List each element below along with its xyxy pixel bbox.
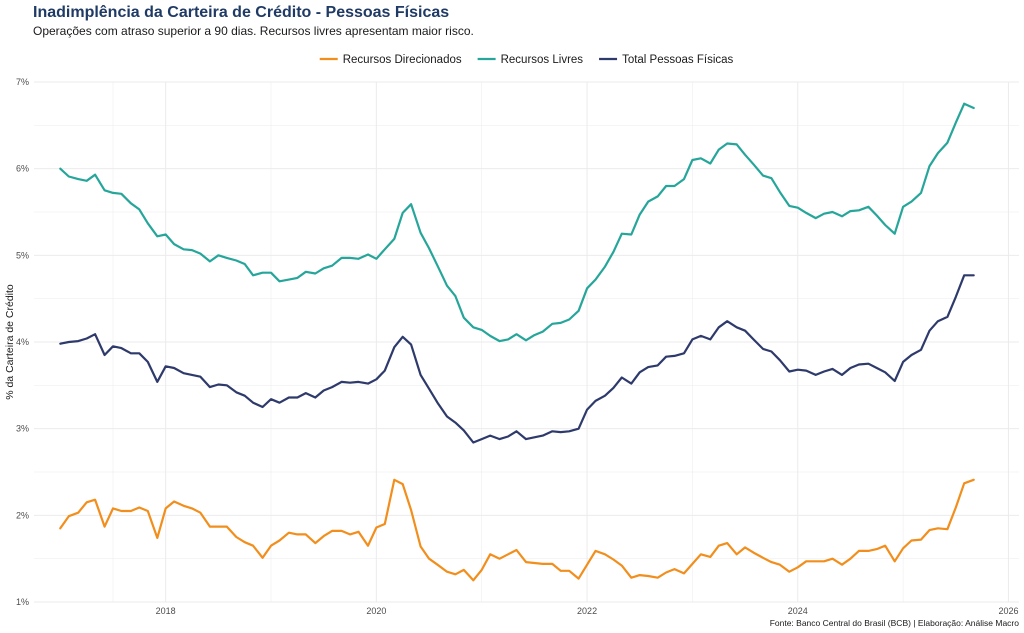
legend-label: Recursos Direcionados xyxy=(343,54,462,66)
y-tick-label: 3% xyxy=(16,424,29,434)
series-lines xyxy=(59,102,975,582)
y-tick-label: 7% xyxy=(16,77,29,87)
x-tick-label: 2022 xyxy=(577,606,597,616)
legend-label: Total Pessoas Físicas xyxy=(622,54,733,66)
y-tick-label: 4% xyxy=(16,337,29,347)
x-axis: 2018 2020 2022 2024 2026 xyxy=(156,606,1019,616)
legend-label: Recursos Livres xyxy=(501,54,584,66)
x-tick-label: 2020 xyxy=(366,606,386,616)
x-tick-label: 2024 xyxy=(788,606,808,616)
legend: Recursos Direcionados Recursos Livres Tota… xyxy=(319,54,734,66)
grid-major xyxy=(34,81,1019,603)
chart-subtitle: Operações com atraso superior a 90 dias.… xyxy=(33,24,474,38)
y-tick-label: 1% xyxy=(16,597,29,607)
y-tick-label: 5% xyxy=(16,250,29,260)
series-line-recursos-livres xyxy=(59,102,975,343)
caption: Fonte: Banco Central do Brasil (BCB) | E… xyxy=(770,618,1020,628)
y-axis-label: % da Carteira de Crédito xyxy=(4,284,16,400)
series-line-total-pessoas-fisicas xyxy=(59,274,975,444)
series-line-recursos-direcionados xyxy=(59,478,975,582)
x-tick-label: 2026 xyxy=(998,606,1018,616)
y-axis: 1% 2% 3% 4% 5% 6% 7% xyxy=(16,77,29,607)
chart-title: Inadimplência da Carteira de Crédito - P… xyxy=(33,4,449,21)
x-tick-label: 2018 xyxy=(156,606,176,616)
y-tick-label: 2% xyxy=(16,510,29,520)
y-tick-label: 6% xyxy=(16,164,29,174)
